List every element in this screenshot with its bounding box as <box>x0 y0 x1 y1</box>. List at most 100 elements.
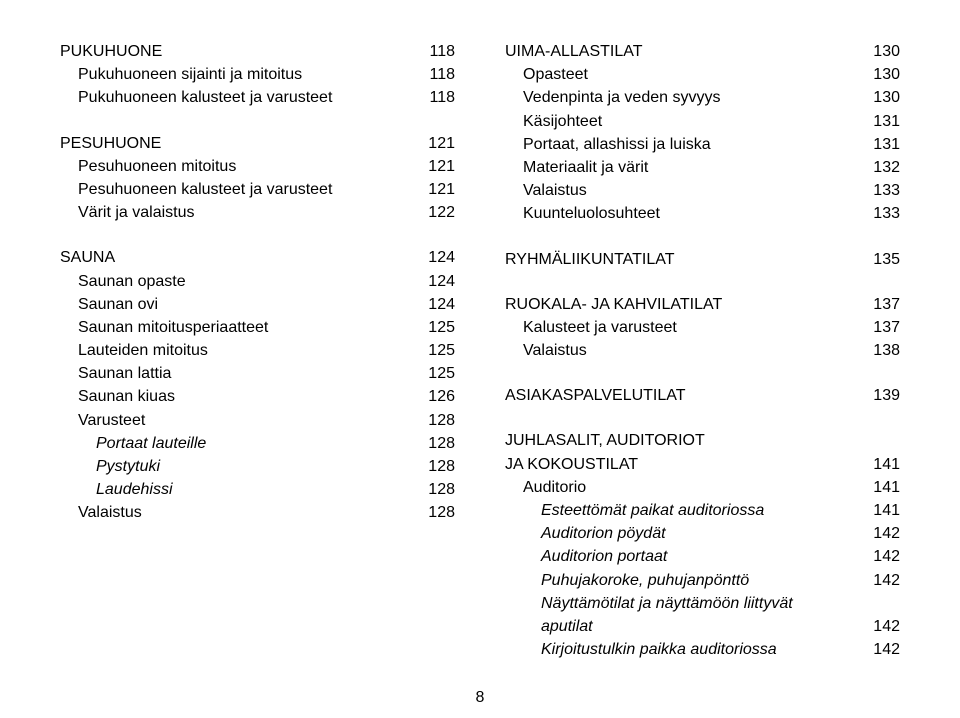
toc-page: 124 <box>428 293 455 316</box>
toc-entry: RUOKALA- JA KAHVILATILAT 137 <box>505 293 900 316</box>
toc-entry: Käsijohteet131 <box>505 110 900 133</box>
toc-page: 124 <box>428 246 455 269</box>
toc-entry: Pukuhuoneen sijainti ja mitoitus118 <box>60 63 455 86</box>
toc-entry: Opasteet 130 <box>505 63 900 86</box>
toc-label: Saunan lattia <box>60 362 171 385</box>
toc-label: UIMA-ALLASTILAT <box>505 40 643 63</box>
section-gap <box>60 224 455 246</box>
toc-page: 130 <box>873 86 900 109</box>
toc-label: Materiaalit ja värit <box>505 156 648 179</box>
toc-entry: Värit ja valaistus122 <box>60 201 455 224</box>
toc-entry: Valaistus128 <box>60 501 455 524</box>
toc-page: 142 <box>873 522 900 545</box>
toc-page: 121 <box>428 178 455 201</box>
toc-entry: Saunan opaste124 <box>60 270 455 293</box>
toc-entry: Portaat, allashissi ja luiska 131 <box>505 133 900 156</box>
toc-label: Kirjoitustulkin paikka auditoriossa <box>505 638 777 661</box>
toc-page: 128 <box>428 455 455 478</box>
toc-page: 142 <box>873 615 900 638</box>
toc-page: 137 <box>873 293 900 316</box>
toc-page: 125 <box>428 316 455 339</box>
toc-entry: PESUHUONE121 <box>60 132 455 155</box>
toc-label: Varusteet <box>60 409 145 432</box>
toc-label: Pystytuki <box>60 455 160 478</box>
toc-page: 131 <box>873 133 900 156</box>
toc-entry: Pesuhuoneen mitoitus 121 <box>60 155 455 178</box>
toc-entry: JUHLASALIT, AUDITORIOT <box>505 429 900 452</box>
toc-label: RYHMÄLIIKUNTATILAT <box>505 248 675 271</box>
toc-page: 133 <box>873 202 900 225</box>
toc-label: Pesuhuoneen kalusteet ja varusteet <box>60 178 332 201</box>
toc-label: ASIAKASPALVELUTILAT <box>505 384 686 407</box>
toc-page: 141 <box>873 476 900 499</box>
toc-page: 118 <box>429 86 455 109</box>
toc-entry: SAUNA124 <box>60 246 455 269</box>
toc-label: Valaistus <box>505 339 587 362</box>
toc-entry: UIMA-ALLASTILAT130 <box>505 40 900 63</box>
toc-entry: Esteettömät paikat auditoriossa 141 <box>505 499 900 522</box>
section-gap <box>505 362 900 384</box>
toc-label: Pesuhuoneen mitoitus <box>60 155 236 178</box>
toc-entry: PUKUHUONE 118 <box>60 40 455 63</box>
toc-page: 128 <box>428 409 455 432</box>
toc-label: Värit ja valaistus <box>60 201 195 224</box>
toc-label: RUOKALA- JA KAHVILATILAT <box>505 293 722 316</box>
toc-label: Valaistus <box>505 179 587 202</box>
toc-entry: Kirjoitustulkin paikka auditoriossa 142 <box>505 638 900 661</box>
toc-label: Esteettömät paikat auditoriossa <box>505 499 764 522</box>
toc-label: JA KOKOUSTILAT <box>505 453 638 476</box>
toc-label: aputilat <box>505 615 593 638</box>
toc-label: Portaat lauteille <box>60 432 206 455</box>
toc-page: 125 <box>428 339 455 362</box>
toc-entry: Saunan ovi124 <box>60 293 455 316</box>
toc-page: 142 <box>873 545 900 568</box>
toc-page: 139 <box>873 384 900 407</box>
toc-page: 125 <box>428 362 455 385</box>
toc-page: 141 <box>873 453 900 476</box>
toc-page: 130 <box>873 63 900 86</box>
toc-label: Auditorio <box>505 476 586 499</box>
page-number: 8 <box>60 689 900 707</box>
toc-label: Portaat, allashissi ja luiska <box>505 133 711 156</box>
toc-entry: Puhujakoroke, puhujanpönttö142 <box>505 569 900 592</box>
toc-page: 131 <box>873 110 900 133</box>
toc-page: 137 <box>873 316 900 339</box>
toc-label: Näyttämötilat ja näyttämöön liittyvät <box>505 592 793 615</box>
toc-right-column: UIMA-ALLASTILAT130Opasteet130Vedenpinta … <box>505 40 900 661</box>
toc-entry: Valaistus 133 <box>505 179 900 202</box>
toc-label: PUKUHUONE <box>60 40 162 63</box>
toc-entry: Saunan lattia 125 <box>60 362 455 385</box>
section-gap <box>60 110 455 132</box>
section-gap <box>505 407 900 429</box>
toc-label: Opasteet <box>505 63 588 86</box>
toc-page: 121 <box>428 155 455 178</box>
toc-entry: Vedenpinta ja veden syvyys130 <box>505 86 900 109</box>
toc-label: Valaistus <box>60 501 142 524</box>
toc-entry: Saunan kiuas126 <box>60 385 455 408</box>
toc-label: Auditorion pöydät <box>505 522 666 545</box>
toc-entry: Kuunteluolosuhteet 133 <box>505 202 900 225</box>
toc-entry: Pystytuki 128 <box>60 455 455 478</box>
toc-page: 142 <box>873 638 900 661</box>
toc-label: Puhujakoroke, puhujanpönttö <box>505 569 749 592</box>
toc-entry: Kalusteet ja varusteet137 <box>505 316 900 339</box>
toc-entry: Pesuhuoneen kalusteet ja varusteet 121 <box>60 178 455 201</box>
toc-columns: PUKUHUONE 118Pukuhuoneen sijainti ja mito… <box>60 40 900 661</box>
toc-page: 133 <box>873 179 900 202</box>
toc-entry: Auditorion pöydät 142 <box>505 522 900 545</box>
toc-label: Pukuhuoneen kalusteet ja varusteet <box>60 86 332 109</box>
toc-label: Saunan mitoitusperiaatteet <box>60 316 268 339</box>
toc-entry: Varusteet 128 <box>60 409 455 432</box>
toc-page: 128 <box>428 478 455 501</box>
toc-page: 141 <box>873 499 900 522</box>
toc-page: 128 <box>428 432 455 455</box>
toc-page: 118 <box>429 63 455 86</box>
toc-page: 118 <box>429 40 455 63</box>
toc-label: Kuunteluolosuhteet <box>505 202 660 225</box>
toc-page: 126 <box>428 385 455 408</box>
toc-entry: Pukuhuoneen kalusteet ja varusteet 118 <box>60 86 455 109</box>
toc-entry: aputilat 142 <box>505 615 900 638</box>
toc-entry: Näyttämötilat ja näyttämöön liittyvät <box>505 592 900 615</box>
toc-entry: Materiaalit ja värit132 <box>505 156 900 179</box>
toc-entry: Lauteiden mitoitus125 <box>60 339 455 362</box>
